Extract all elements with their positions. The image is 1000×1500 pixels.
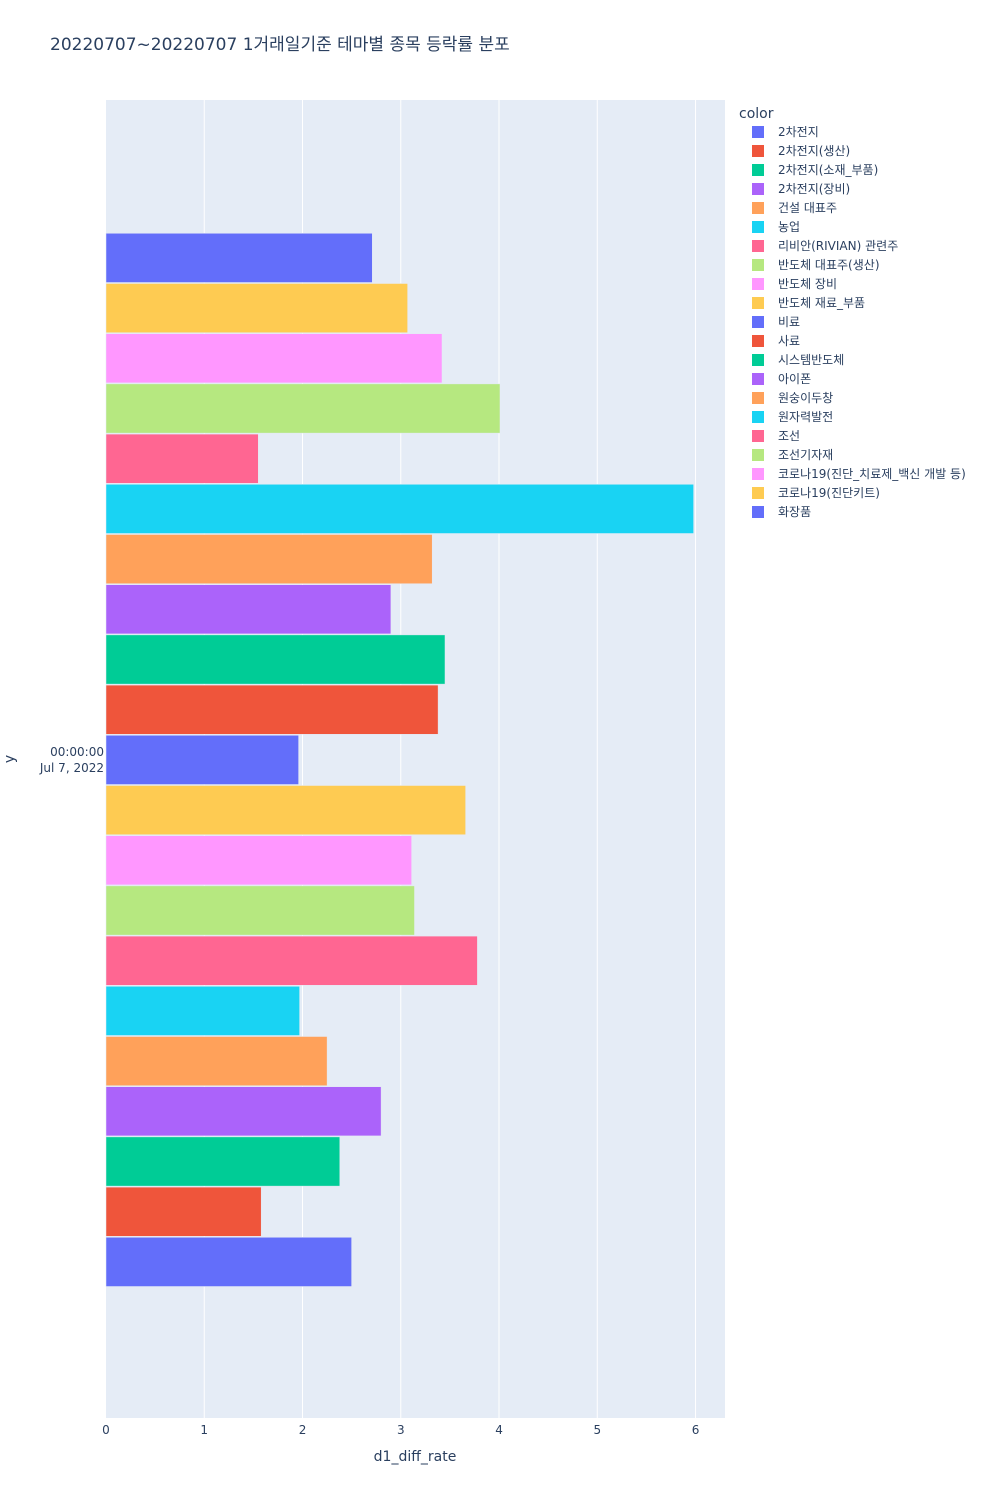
legend-swatch-12[interactable] — [752, 335, 764, 347]
legend-label-6[interactable]: 농업 — [778, 220, 800, 234]
legend-label-4[interactable]: 2차전지(장비) — [778, 182, 850, 196]
legend-label-1[interactable]: 2차전지 — [778, 125, 819, 139]
legend-swatch-4[interactable] — [752, 183, 764, 195]
legend-label-18[interactable]: 조선기자재 — [778, 448, 833, 462]
x-tick-label-5: 5 — [593, 1423, 601, 1437]
x-tick-label-6: 6 — [692, 1423, 700, 1437]
legend-label-14[interactable]: 아이폰 — [778, 372, 811, 386]
legend-label-9[interactable]: 반도체 장비 — [778, 277, 837, 291]
legend-label-3[interactable]: 2차전지(소재_부품) — [778, 163, 878, 177]
bar-10[interactable]: 반도체 재료_부품: 3.66 — [105, 785, 466, 835]
legend-swatch-5[interactable] — [752, 202, 764, 214]
bars[interactable]: 2차전지: 2.52차전지(생산): 1.582차전지(소재_부품): 2.38… — [105, 233, 694, 1287]
legend-title: color — [739, 106, 774, 122]
bar-19[interactable]: 코로나19(진단_치료제_백신 개발 등): 3.42 — [105, 333, 443, 384]
legend-label-8[interactable]: 반도체 대표주(생산) — [778, 258, 880, 272]
bar-6[interactable]: 농업: 1.97 — [105, 986, 300, 1036]
chart-title: 20220707~20220707 1거래일기준 테마별 종목 등락률 분포 — [50, 35, 510, 55]
bar-20[interactable]: 코로나19(진단키트): 3.07 — [105, 283, 408, 333]
legend-label-17[interactable]: 조선 — [778, 429, 800, 443]
x-tick-label-1: 1 — [200, 1423, 208, 1437]
bar-11[interactable]: 비료: 1.96 — [105, 735, 299, 785]
y-tick-date: Jul 7, 2022 — [39, 761, 104, 775]
bar-3[interactable]: 2차전지(소재_부품): 2.38 — [105, 1136, 341, 1187]
bar-16[interactable]: 원자력발전: 5.98 — [105, 484, 694, 534]
bar-5[interactable]: 건설 대표주: 2.25 — [105, 1036, 328, 1086]
legend-swatch-19[interactable] — [752, 468, 764, 480]
bar-17[interactable]: 조선: 1.55 — [105, 433, 259, 484]
legend-label-7[interactable]: 리비안(RIVIAN) 관련주 — [778, 239, 898, 253]
legend-swatch-3[interactable] — [752, 164, 764, 176]
bar-15[interactable]: 원숭이두창: 3.32 — [105, 534, 433, 584]
legend-swatch-21[interactable] — [752, 506, 764, 518]
legend-label-10[interactable]: 반도체 재료_부품 — [778, 296, 865, 310]
legend-swatch-10[interactable] — [752, 297, 764, 309]
legend-label-16[interactable]: 원자력발전 — [778, 410, 833, 424]
legend-label-5[interactable]: 건설 대표주 — [778, 201, 837, 215]
legend-swatch-6[interactable] — [752, 221, 764, 233]
x-tick-label-4: 4 — [495, 1423, 503, 1437]
legend-label-11[interactable]: 비료 — [778, 315, 800, 329]
bar-21[interactable]: 화장품: 2.71 — [105, 233, 373, 283]
x-tick-label-2: 2 — [299, 1423, 307, 1437]
bar-8[interactable]: 반도체 대표주(생산): 3.14 — [105, 885, 415, 936]
bar-14[interactable]: 아이폰: 2.9 — [105, 584, 392, 635]
x-axis-ticks: 0 1 2 3 4 5 6 — [102, 1423, 699, 1437]
legend-label-13[interactable]: 시스템반도체 — [778, 353, 844, 367]
bar-2[interactable]: 2차전지(생산): 1.58 — [105, 1186, 262, 1237]
legend[interactable]: 2차전지 2차전지(생산) 2차전지(소재_부품) 2차전지(장비) 건설 대표주농업리… — [752, 125, 966, 519]
bar-12[interactable]: 사료: 3.38 — [105, 684, 439, 735]
bar-18[interactable]: 조선기자재: 4.01 — [105, 383, 501, 434]
legend-swatch-2[interactable] — [752, 145, 764, 157]
bar-7[interactable]: 리비안(RIVIAN) 관련주: 3.78 — [105, 935, 478, 986]
legend-swatch-20[interactable] — [752, 487, 764, 499]
legend-swatch-16[interactable] — [752, 411, 764, 423]
bar-9[interactable]: 반도체 장비: 3.11 — [105, 835, 412, 886]
legend-label-12[interactable]: 사료 — [778, 334, 800, 348]
legend-swatch-18[interactable] — [752, 449, 764, 461]
legend-label-20[interactable]: 코로나19(진단키트) — [778, 486, 880, 500]
y-axis-title: y — [2, 755, 18, 763]
bar-13[interactable]: 시스템반도체: 3.45 — [105, 634, 446, 685]
legend-swatch-1[interactable] — [752, 126, 764, 138]
legend-swatch-13[interactable] — [752, 354, 764, 366]
bar-1[interactable]: 2차전지: 2.5 — [105, 1237, 352, 1287]
legend-swatch-17[interactable] — [752, 430, 764, 442]
legend-label-2[interactable]: 2차전지(생산) — [778, 144, 850, 158]
legend-swatch-8[interactable] — [752, 259, 764, 271]
legend-label-21[interactable]: 화장품 — [778, 505, 811, 519]
x-axis-title: d1_diff_rate — [374, 1449, 457, 1465]
legend-label-15[interactable]: 원숭이두창 — [778, 391, 833, 405]
legend-swatch-11[interactable] — [752, 316, 764, 328]
legend-swatch-14[interactable] — [752, 373, 764, 385]
legend-swatch-9[interactable] — [752, 278, 764, 290]
legend-swatch-15[interactable] — [752, 392, 764, 404]
legend-swatch-7[interactable] — [752, 240, 764, 252]
legend-label-19[interactable]: 코로나19(진단_치료제_백신 개발 등) — [778, 467, 966, 481]
y-tick-time: 00:00:00 — [50, 745, 104, 759]
x-tick-label-3: 3 — [397, 1423, 405, 1437]
x-tick-label-0: 0 — [102, 1423, 110, 1437]
bar-4[interactable]: 2차전지(장비): 2.8 — [105, 1086, 382, 1137]
